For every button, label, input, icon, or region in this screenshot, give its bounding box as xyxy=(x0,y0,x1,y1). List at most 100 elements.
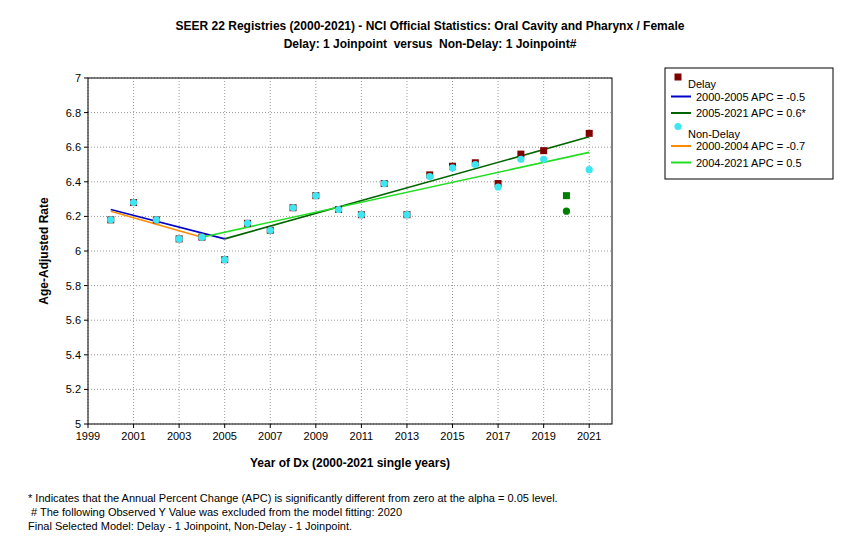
point xyxy=(267,227,274,234)
tick xyxy=(84,424,88,425)
point xyxy=(335,206,342,213)
legend-label: Delay xyxy=(688,78,717,90)
point xyxy=(358,211,365,218)
point xyxy=(381,180,388,187)
legend-swatch xyxy=(671,145,691,147)
point xyxy=(494,183,501,190)
grid-line xyxy=(88,112,612,113)
tick xyxy=(84,147,88,148)
point xyxy=(312,192,319,199)
tick xyxy=(361,424,362,428)
grid-line xyxy=(88,285,612,286)
grid-line xyxy=(179,78,180,424)
title: SEER 22 Registries (2000-2021) - NCI Off… xyxy=(176,19,685,33)
point xyxy=(267,227,274,234)
point xyxy=(517,156,524,163)
grid-line xyxy=(88,354,612,355)
tick xyxy=(84,251,88,252)
tick-label: 7 xyxy=(75,72,81,84)
point xyxy=(221,256,228,263)
point xyxy=(244,220,251,227)
point xyxy=(198,234,205,241)
footnote: Final Selected Model: Delay - 1 Joinpoin… xyxy=(28,520,352,532)
tick xyxy=(315,424,316,428)
tick-label: 2015 xyxy=(440,430,464,442)
grid-line xyxy=(133,78,134,424)
point xyxy=(563,208,570,215)
tick xyxy=(452,424,453,428)
tick-label: 2019 xyxy=(531,430,555,442)
tick-label: 5.8 xyxy=(66,280,81,292)
plot-area xyxy=(88,78,612,424)
tick-label: 2021 xyxy=(577,430,601,442)
tick xyxy=(179,424,180,428)
tick xyxy=(84,112,88,113)
legend-label: Non-Delay xyxy=(688,128,740,140)
tick-label: 6.4 xyxy=(66,176,81,188)
fit-line xyxy=(111,211,202,237)
tick xyxy=(406,424,407,428)
point xyxy=(176,235,183,242)
point xyxy=(381,180,388,187)
chart: SEER 22 Registries (2000-2021) - NCI Off… xyxy=(0,0,857,554)
footnote: * Indicates that the Annual Percent Chan… xyxy=(28,492,558,504)
fit-line xyxy=(202,152,589,237)
legend-label: 2000-2005 APC = -0.5 xyxy=(696,91,805,103)
legend-swatch xyxy=(675,74,682,81)
tick xyxy=(84,285,88,286)
tick-label: 5.6 xyxy=(66,314,81,326)
point xyxy=(335,206,342,213)
grid-line xyxy=(406,78,407,424)
y-axis-label: Age-Adjusted Rate xyxy=(37,197,51,305)
point xyxy=(244,220,251,227)
tick-label: 5 xyxy=(75,418,81,430)
tick xyxy=(84,354,88,355)
point xyxy=(130,199,137,206)
grid-line xyxy=(224,78,225,424)
grid-line xyxy=(88,320,612,321)
tick-label: 2003 xyxy=(167,430,191,442)
marks xyxy=(107,130,593,263)
tick xyxy=(84,78,88,79)
grid-line xyxy=(361,78,362,424)
legend-box xyxy=(665,68,833,179)
tick-label: 2005 xyxy=(212,430,236,442)
grid-line xyxy=(315,78,316,424)
legend-label: 2005-2021 APC = 0.6* xyxy=(696,107,806,119)
point xyxy=(290,204,297,211)
plot-frame xyxy=(88,78,612,424)
point xyxy=(426,173,433,180)
legend-swatch xyxy=(671,112,691,114)
point xyxy=(540,147,547,154)
legend-label: 2004-2021 APC = 0.5 xyxy=(696,157,802,169)
tick xyxy=(84,389,88,390)
tick xyxy=(498,424,499,428)
tick-label: 6.8 xyxy=(66,107,81,119)
point xyxy=(289,204,296,211)
tick xyxy=(589,424,590,428)
tick-label: 5.2 xyxy=(66,383,81,395)
tick xyxy=(543,424,544,428)
legend-swatch xyxy=(671,96,691,98)
tick-label: 2001 xyxy=(121,430,145,442)
point xyxy=(449,164,456,171)
tick xyxy=(224,424,225,428)
grid-line xyxy=(88,251,612,252)
tick-label: 2011 xyxy=(350,430,374,442)
point xyxy=(153,216,160,223)
grid-line xyxy=(498,78,499,424)
point xyxy=(221,256,228,263)
tick xyxy=(84,216,88,217)
point xyxy=(130,199,137,206)
point xyxy=(586,130,593,137)
point xyxy=(586,166,593,173)
grid-line xyxy=(270,78,271,424)
background xyxy=(0,0,857,554)
tick xyxy=(270,424,271,428)
tick-label: 2009 xyxy=(304,430,328,442)
grid-line xyxy=(452,78,453,424)
grid-line xyxy=(543,78,544,424)
tick-label: 2013 xyxy=(395,430,419,442)
point xyxy=(403,211,410,218)
point xyxy=(153,216,160,223)
